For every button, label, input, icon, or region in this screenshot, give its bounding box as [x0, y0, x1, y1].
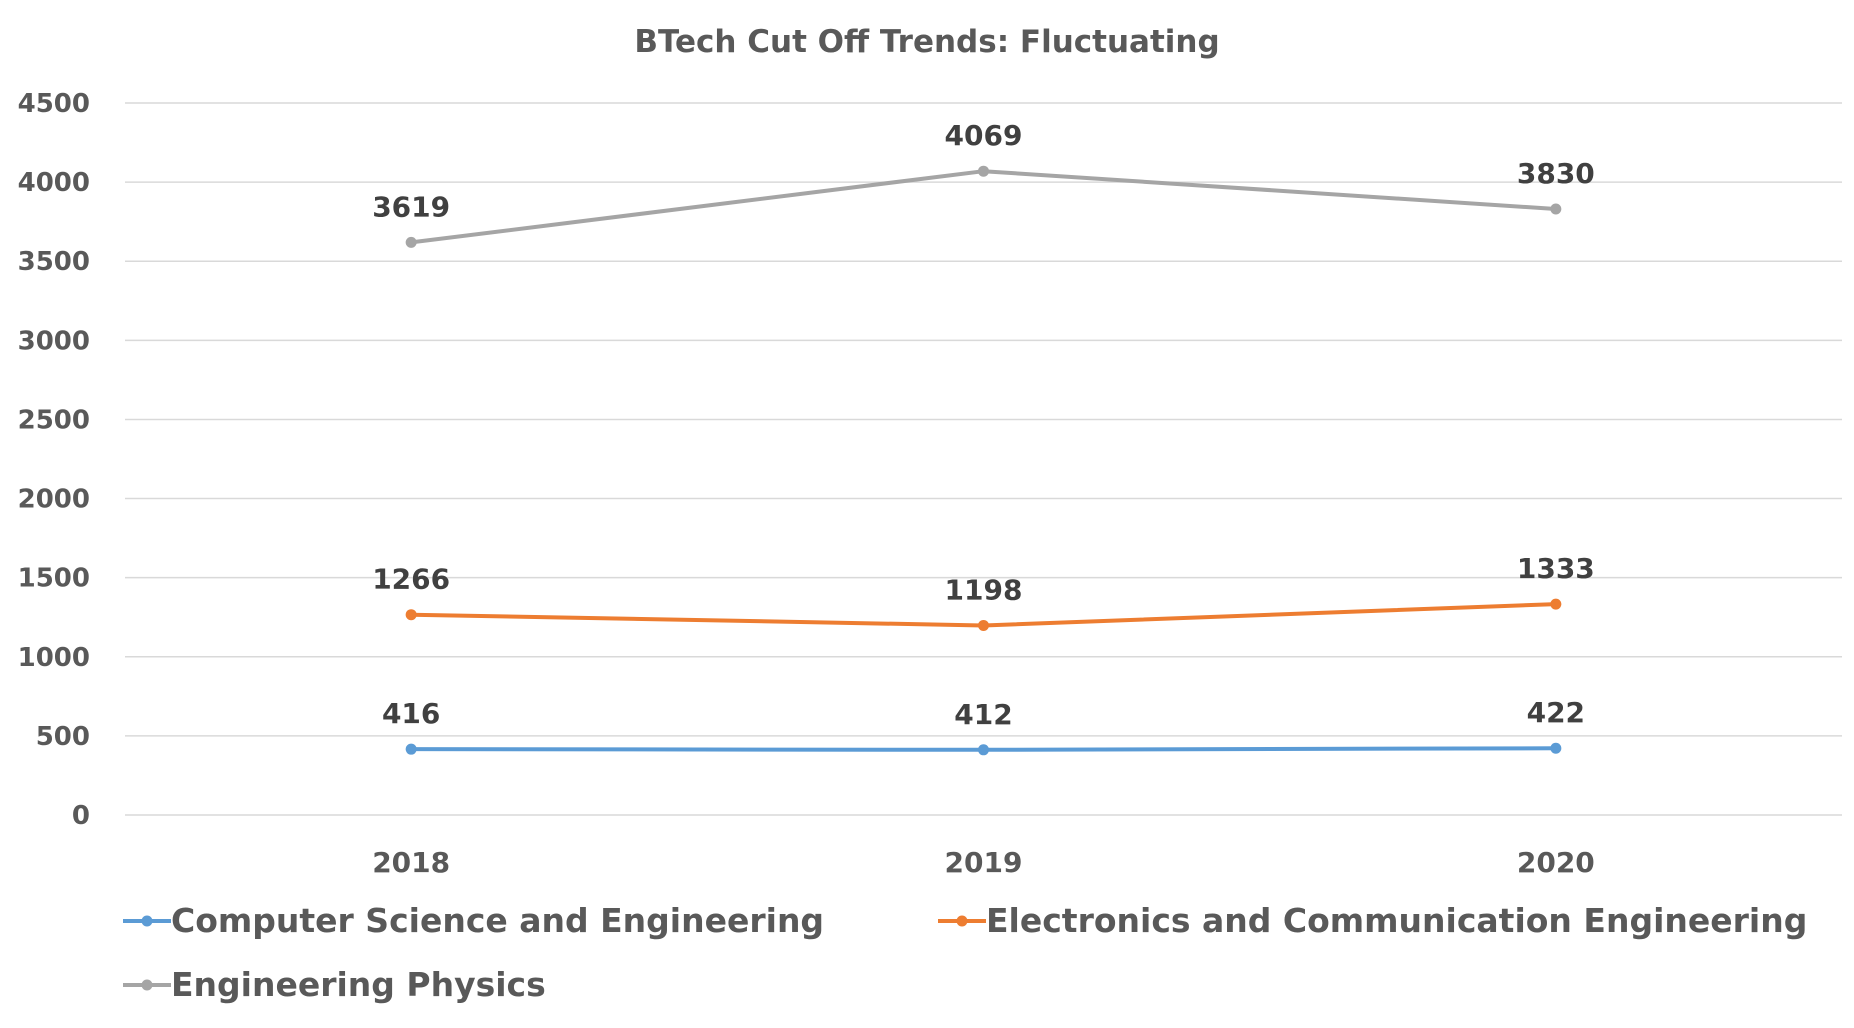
data-label: 422 — [1527, 696, 1585, 729]
data-labels: 416 412 422 1266 1198 1333 3619 4069 3830 — [372, 119, 1595, 731]
gridlines — [125, 102, 1842, 816]
y-tick-label: 3500 — [18, 247, 90, 277]
data-label: 3830 — [1517, 157, 1595, 190]
data-point — [1550, 742, 1562, 754]
chart-title: BTech Cut Off Trends: Fluctuating — [634, 24, 1219, 60]
series-group — [405, 165, 1562, 756]
legend-marker — [141, 979, 153, 991]
data-label: 1198 — [945, 573, 1023, 606]
data-point — [978, 619, 989, 631]
data-point — [1550, 598, 1562, 610]
y-tick-label: 1000 — [18, 643, 90, 673]
data-label: 3619 — [372, 190, 450, 223]
legend-label: Computer Science and Engineering — [171, 901, 824, 940]
data-label: 412 — [954, 698, 1012, 731]
x-axis-ticks: 2018 2019 2020 — [372, 846, 1595, 879]
data-point — [978, 165, 989, 177]
legend-marker — [141, 915, 153, 927]
x-tick-label: 2019 — [945, 846, 1023, 879]
data-point — [978, 744, 989, 756]
y-tick-label: 4000 — [18, 168, 90, 198]
x-tick-label: 2018 — [372, 846, 450, 879]
data-label: 416 — [382, 697, 440, 730]
data-label: 1266 — [372, 563, 450, 596]
y-tick-label: 4500 — [18, 89, 90, 119]
legend-label: Engineering Physics — [171, 965, 546, 1004]
y-tick-label: 2500 — [18, 405, 90, 435]
data-point — [1550, 203, 1562, 215]
data-point — [405, 743, 417, 755]
y-tick-label: 1500 — [18, 564, 90, 594]
y-tick-label: 3000 — [18, 326, 90, 356]
data-point — [405, 236, 417, 248]
y-axis-ticks: 0 500 1000 1500 2000 2500 3000 3500 4000 4500 — [18, 89, 90, 831]
y-tick-label: 0 — [72, 801, 90, 831]
y-tick-label: 500 — [36, 722, 90, 752]
data-label: 1333 — [1517, 552, 1595, 585]
legend: Computer Science and Engineering Electron… — [123, 901, 1807, 1004]
x-tick-label: 2020 — [1517, 846, 1595, 879]
data-point — [405, 609, 417, 621]
data-label: 4069 — [945, 119, 1023, 152]
y-tick-label: 2000 — [18, 485, 90, 515]
legend-label: Electronics and Communication Engineerin… — [986, 901, 1807, 940]
legend-marker — [956, 915, 968, 927]
